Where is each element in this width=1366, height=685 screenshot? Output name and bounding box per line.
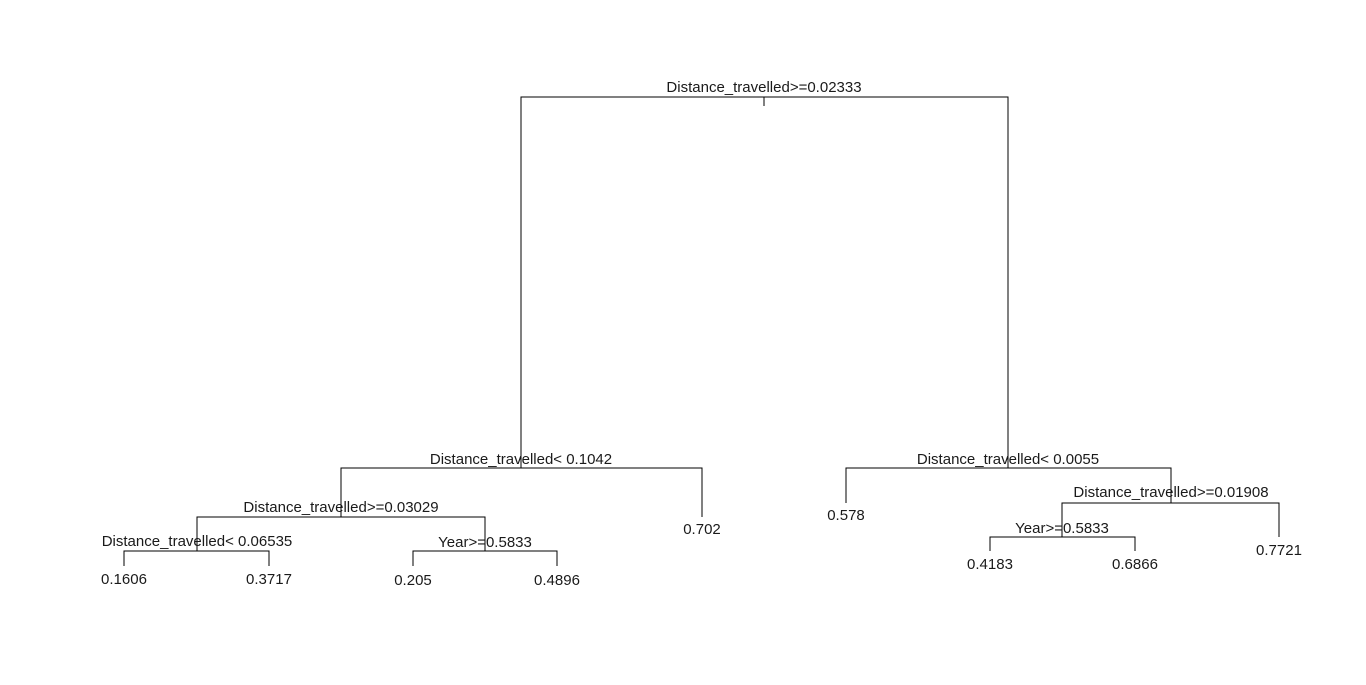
leaf-value-4: 0.4896 — [534, 572, 580, 589]
split-labels: Distance_travelled>=0.02333 Distance_tra… — [102, 79, 1269, 551]
leaf-value-7: 0.4183 — [967, 556, 1013, 573]
split-label-left-left: Distance_travelled>=0.03029 — [243, 499, 438, 516]
split-label-right-right: Distance_travelled>=0.01908 — [1073, 484, 1268, 501]
edge-root — [520, 96, 1009, 468]
edge-right — [845, 467, 1172, 503]
edge-left-left — [196, 516, 486, 551]
split-label-right: Distance_travelled< 0.0055 — [917, 451, 1099, 468]
leaf-value-2: 0.3717 — [246, 571, 292, 588]
split-label-right-right-left: Year>=0.5833 — [1015, 520, 1109, 537]
leaf-value-3: 0.205 — [394, 572, 432, 589]
edge-right-right — [1061, 502, 1280, 537]
leaf-value-9: 0.7721 — [1256, 542, 1302, 559]
edge-left — [340, 467, 703, 517]
split-label-left: Distance_travelled< 0.1042 — [430, 451, 612, 468]
split-label-root: Distance_travelled>=0.02333 — [666, 79, 861, 96]
split-label-left-left-right: Year>=0.5833 — [438, 534, 532, 551]
edge-left-left-left — [123, 550, 270, 566]
leaf-values: 0.1606 0.3717 0.205 0.4896 0.702 0.578 0… — [101, 507, 1302, 589]
edge-right-right-left — [989, 536, 1136, 551]
edge-left-left-right — [412, 550, 558, 566]
tree-edges — [123, 96, 1280, 566]
leaf-value-5: 0.702 — [683, 521, 721, 538]
split-label-left-left-left: Distance_travelled< 0.06535 — [102, 533, 293, 550]
leaf-value-8: 0.6866 — [1112, 556, 1158, 573]
leaf-value-1: 0.1606 — [101, 571, 147, 588]
leaf-value-6: 0.578 — [827, 507, 865, 524]
